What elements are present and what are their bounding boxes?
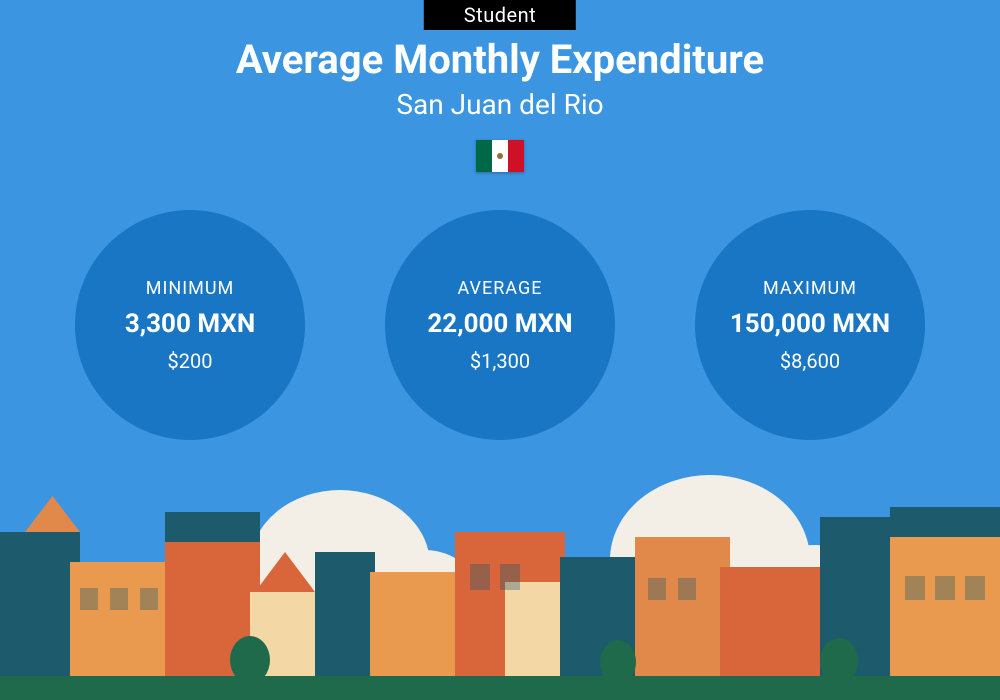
stat-main: 22,000 MXN (427, 309, 572, 339)
stat-average: AVERAGE 22,000 MXN $1,300 (385, 210, 615, 440)
stat-minimum: MINIMUM 3,300 MXN $200 (75, 210, 305, 440)
stats-row: MINIMUM 3,300 MXN $200 AVERAGE 22,000 MX… (0, 210, 1000, 440)
badge-student: Student (424, 0, 576, 30)
stat-sub: $200 (168, 349, 213, 373)
stat-main: 3,300 MXN (125, 309, 255, 339)
page-subtitle: San Juan del Rio (0, 88, 1000, 121)
stat-label: AVERAGE (458, 278, 543, 299)
stat-label: MINIMUM (146, 278, 234, 299)
page-title: Average Monthly Expenditure (0, 36, 1000, 83)
stat-sub: $8,600 (780, 349, 840, 373)
mexico-flag-icon (476, 140, 524, 172)
cityscape-illustration (0, 470, 1000, 700)
stat-maximum: MAXIMUM 150,000 MXN $8,600 (695, 210, 925, 440)
stat-label: MAXIMUM (763, 278, 857, 299)
stat-main: 150,000 MXN (730, 309, 890, 339)
stat-sub: $1,300 (470, 349, 530, 373)
